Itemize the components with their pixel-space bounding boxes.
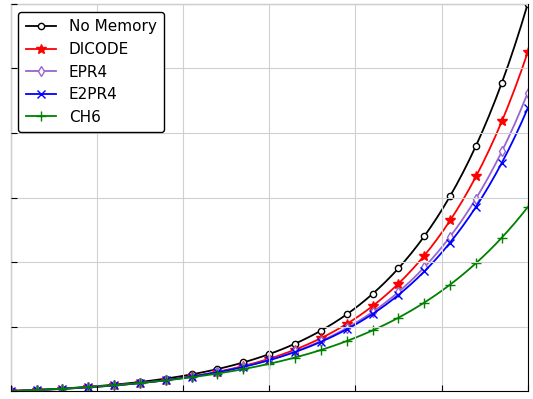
DICODE (7, 389, 14, 393)
No Memory (292, 341, 298, 346)
EPR4 (454, 225, 460, 230)
DICODE (454, 208, 460, 213)
E2PR4 (427, 263, 434, 267)
E2PR4 (330, 334, 337, 338)
DICODE (427, 245, 434, 250)
E2PR4 (524, 106, 531, 111)
E2PR4 (454, 232, 460, 237)
No Memory (454, 182, 460, 187)
CH6 (7, 389, 14, 393)
EPR4 (524, 91, 531, 95)
EPR4 (292, 349, 298, 354)
No Memory (7, 389, 14, 393)
No Memory (427, 225, 434, 229)
CH6 (473, 261, 479, 266)
DICODE (292, 347, 298, 352)
E2PR4 (389, 298, 395, 302)
CH6 (427, 296, 434, 301)
E2PR4 (7, 389, 14, 393)
EPR4 (389, 295, 395, 300)
Legend: No Memory, DICODE, EPR4, E2PR4, CH6: No Memory, DICODE, EPR4, E2PR4, CH6 (18, 12, 164, 132)
DICODE (389, 287, 395, 292)
No Memory (389, 273, 395, 278)
Line: EPR4: EPR4 (7, 89, 531, 395)
DICODE (473, 174, 479, 179)
Line: No Memory: No Memory (7, 1, 531, 394)
No Memory (524, 2, 531, 6)
EPR4 (473, 196, 479, 201)
CH6 (454, 277, 460, 282)
EPR4 (427, 258, 434, 263)
Line: E2PR4: E2PR4 (6, 104, 532, 395)
DICODE (330, 329, 337, 334)
EPR4 (330, 332, 337, 337)
DICODE (524, 50, 531, 55)
No Memory (473, 143, 479, 148)
EPR4 (7, 389, 14, 393)
Line: CH6: CH6 (6, 202, 532, 396)
No Memory (330, 320, 337, 325)
CH6 (524, 205, 531, 209)
CH6 (330, 343, 337, 348)
Line: DICODE: DICODE (6, 47, 532, 396)
CH6 (292, 355, 298, 360)
E2PR4 (292, 350, 298, 354)
E2PR4 (473, 204, 479, 209)
CH6 (389, 319, 395, 324)
